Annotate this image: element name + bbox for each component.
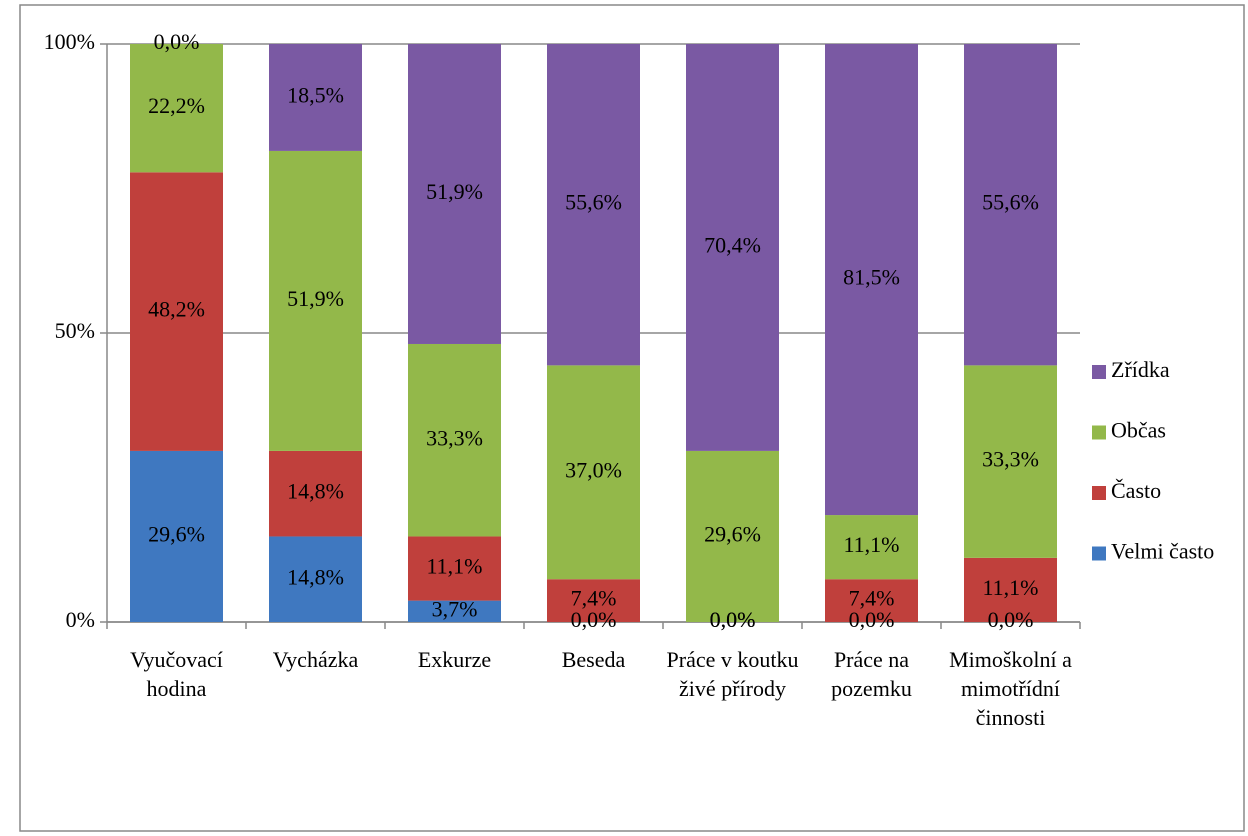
bar-segment <box>547 579 640 622</box>
bar-segment <box>408 343 501 537</box>
data-label: 0,0% <box>154 29 200 54</box>
data-label: 55,6% <box>565 190 622 215</box>
bar-segment <box>686 44 779 451</box>
data-label: 14,8% <box>287 564 344 589</box>
data-label: 7,4% <box>571 586 617 611</box>
y-tick-label: 50% <box>55 318 95 343</box>
data-label: 33,3% <box>982 447 1039 472</box>
legend-label: Často <box>1111 478 1161 503</box>
data-label: 55,6% <box>982 190 1039 215</box>
data-label: 7,4% <box>849 586 895 611</box>
data-label: 11,1% <box>426 554 482 579</box>
bar-segment <box>269 150 362 451</box>
x-tick-label: Exkurze <box>418 647 491 672</box>
bar-segment <box>547 44 640 366</box>
data-label: 29,6% <box>704 522 761 547</box>
y-tick-label: 0% <box>66 607 95 632</box>
bar-segment <box>408 536 501 601</box>
legend-swatch <box>1092 546 1106 561</box>
bar-segment <box>130 450 223 622</box>
x-tick-label: Beseda <box>562 647 626 672</box>
x-tick-label: Práce na pozemku <box>831 647 912 701</box>
bar-segment <box>825 515 918 580</box>
legend-label: Občas <box>1111 418 1166 443</box>
data-label: 29,6% <box>148 522 205 547</box>
data-label: 48,2% <box>148 297 205 322</box>
data-label: 51,9% <box>287 286 344 311</box>
data-label: 22,2% <box>148 93 205 118</box>
data-label: 14,8% <box>287 479 344 504</box>
bar-segment <box>964 557 1057 622</box>
legend-label: Velmi často <box>1111 539 1214 564</box>
legend-label: Zřídka <box>1111 357 1170 382</box>
data-label: 0,0% <box>710 607 756 632</box>
bar-segment <box>964 44 1057 366</box>
data-label: 0,0% <box>849 607 895 632</box>
data-label: 70,4% <box>704 233 761 258</box>
data-label: 3,7% <box>432 596 478 621</box>
data-label: 37,0% <box>565 457 622 482</box>
legend-swatch <box>1092 486 1106 500</box>
bar-segment <box>964 365 1057 558</box>
data-label: 18,5% <box>287 83 344 108</box>
data-label: 51,9% <box>426 179 483 204</box>
data-label: 0,0% <box>571 607 617 632</box>
x-tick-label: Vyučovací hodina <box>130 647 223 701</box>
bar-segment <box>547 365 640 580</box>
x-tick-label: Mimoškolní a mimotřídní činnosti <box>949 647 1072 730</box>
bar-segment <box>408 44 501 344</box>
bar-segment <box>269 44 362 151</box>
data-label: 0,0% <box>710 607 756 632</box>
bar-segment <box>269 536 362 622</box>
bar-segment <box>130 172 223 451</box>
y-tick-label: 100% <box>44 29 95 54</box>
bar-segment <box>686 450 779 622</box>
bar-segment <box>825 44 918 516</box>
legend-swatch <box>1092 425 1106 440</box>
data-label: 11,1% <box>982 575 1038 600</box>
data-label: 0,0% <box>988 607 1034 632</box>
x-tick-label: Práce v koutku živé přírody <box>667 647 799 701</box>
data-label: 33,3% <box>426 425 483 450</box>
data-label: 11,1% <box>843 532 899 557</box>
bar-segment <box>408 600 501 622</box>
bar-segment <box>825 579 918 622</box>
x-tick-label: Vycházka <box>273 647 359 672</box>
bar-segment <box>130 44 223 173</box>
data-label: 81,5% <box>843 265 900 290</box>
legend-swatch <box>1092 365 1106 379</box>
bar-segment <box>269 450 362 537</box>
